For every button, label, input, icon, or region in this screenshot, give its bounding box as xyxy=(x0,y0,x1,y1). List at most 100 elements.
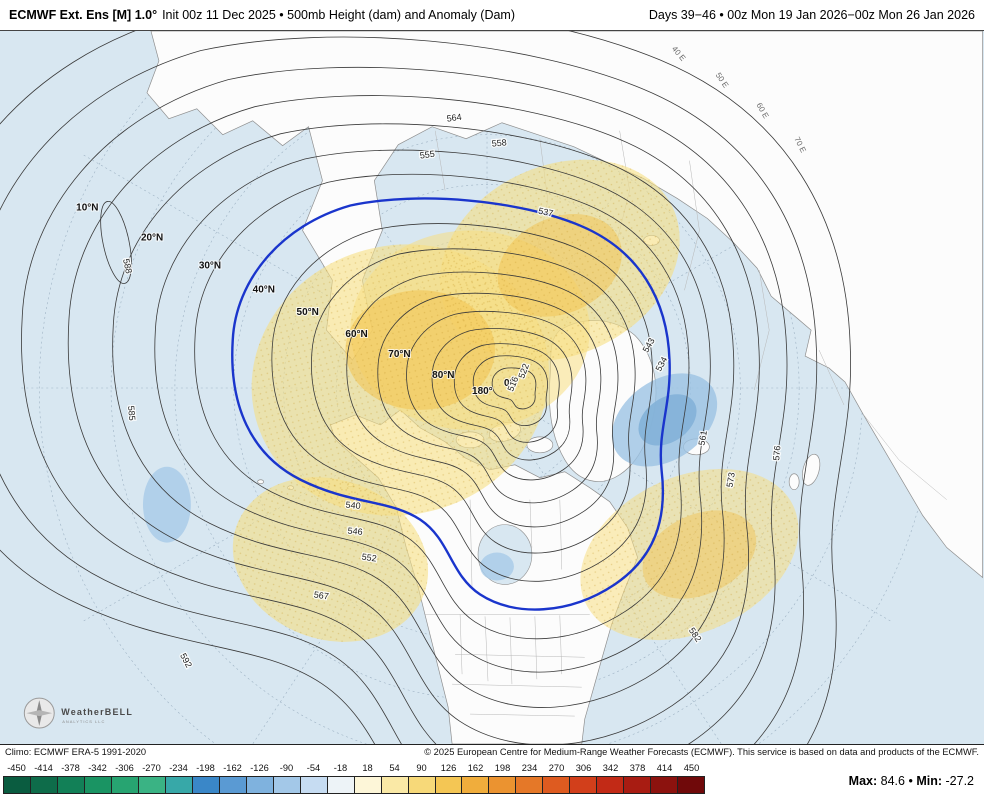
colorbar-tick: 378 xyxy=(629,763,646,773)
min-value: -27.2 xyxy=(945,774,975,788)
lat-labels-item: 60°N xyxy=(345,329,367,340)
colorbar-tick: -126 xyxy=(250,763,269,773)
contour-labels-item: 552 xyxy=(361,552,377,564)
anomaly-stipple xyxy=(580,468,799,641)
colorbar-tick: 234 xyxy=(521,763,538,773)
colorbar-cell xyxy=(651,777,679,793)
lat-labels-item: 40°N xyxy=(253,284,275,295)
colorbar-tick: 126 xyxy=(440,763,457,773)
arctic-island xyxy=(526,436,554,454)
colorbar-cell xyxy=(84,777,112,793)
lat-labels-item: 80°N xyxy=(432,370,454,381)
logo-subtext: ANALYTICS LLC xyxy=(62,719,105,724)
colorbar-tick: -342 xyxy=(88,763,107,773)
colorbar-cell xyxy=(165,777,193,793)
colorbar-tick: 18 xyxy=(362,763,373,773)
colorbar-tick: 342 xyxy=(602,763,619,773)
min-label: Min: xyxy=(916,774,943,788)
contour-labels-item: 585 xyxy=(126,405,137,421)
colorbar-cell xyxy=(246,777,274,793)
lat-labels-item: 20°N xyxy=(141,232,163,243)
valid-range: Days 39−46 • 00z Mon 19 Jan 2026−00z Mon… xyxy=(648,8,975,22)
negative-anomaly-core xyxy=(638,394,697,446)
contour-labels-item: 537 xyxy=(537,206,554,219)
colorbar-tick: 54 xyxy=(389,763,400,773)
colorbar-tick: -450 xyxy=(7,763,26,773)
colorbar-tick: 450 xyxy=(683,763,700,773)
colorbar-cell xyxy=(300,777,328,793)
lat-labels-item: 50°N xyxy=(297,307,319,318)
contour-labels-item: 546 xyxy=(347,526,363,537)
colorbar-tick: -306 xyxy=(115,763,134,773)
colorbar-strip xyxy=(3,776,705,794)
maxmin-separator: • xyxy=(908,774,913,788)
closed-contour-588 xyxy=(100,200,132,284)
contour-labels-item: 567 xyxy=(313,589,329,601)
climo-note: Climo: ECMWF ERA-5 1991-2020 xyxy=(5,747,147,757)
map-title: ECMWF Ext. Ens [M] 1.0° Init 00z 11 Dec 2… xyxy=(9,8,515,22)
contour-labels-item: 561 xyxy=(697,430,709,446)
lat-labels-item: 70°N xyxy=(388,349,410,360)
colorbar-cell xyxy=(4,777,31,793)
colorbar-cell xyxy=(327,777,355,793)
aleutian-island xyxy=(257,479,264,485)
contour-labels-item: 588 xyxy=(121,258,134,275)
colorbar-cell xyxy=(516,777,544,793)
colorbar-tick: 90 xyxy=(416,763,427,773)
colorbar-cell xyxy=(138,777,166,793)
colorbar-cell xyxy=(111,777,139,793)
ireland xyxy=(788,473,800,491)
compass-cross-icon xyxy=(26,710,53,717)
colorbar-tick: -270 xyxy=(142,763,161,773)
colorbar-tick: -198 xyxy=(196,763,215,773)
colorbar-cell xyxy=(678,777,705,793)
colorbar-tick: 270 xyxy=(548,763,565,773)
colorbar-tick: 198 xyxy=(494,763,511,773)
logo-text: WeatherBELL xyxy=(61,707,133,717)
eurasia-landmass xyxy=(146,31,983,579)
max-label: Max: xyxy=(848,774,878,788)
max-min-readout: Max: 84.6 • Min: -27.2 xyxy=(849,774,974,788)
colorbar-cell xyxy=(30,777,58,793)
colorbar-ticks: -450 -414 -378 -342 -306 -270 -234 -198 -162 -126… xyxy=(3,763,705,776)
lat-labels-item: 10°N xyxy=(76,202,98,213)
colorbar-cell xyxy=(435,777,463,793)
latitude-labels: 10°N 20°N 30°N 40°N 50°N 60°N 70°N 80°N 180° 0° xyxy=(75,201,514,397)
colorbar-tick: -90 xyxy=(279,763,294,773)
negative-anomaly xyxy=(480,552,514,581)
colorbar-tick: -54 xyxy=(306,763,321,773)
contour-labels-item: 564 xyxy=(446,112,462,124)
colorbar-cell xyxy=(543,777,571,793)
colorbar-tick: -378 xyxy=(61,763,80,773)
negative-anomaly xyxy=(142,466,191,543)
lat-labels-item: 30°N xyxy=(199,260,221,271)
model-name: ECMWF Ext. Ens [M] 1.0° xyxy=(9,8,158,22)
colorbar-cell xyxy=(273,777,301,793)
colorbar-tick: 414 xyxy=(656,763,673,773)
copyright-note: © 2025 European Centre for Medium-Range … xyxy=(424,747,979,757)
contour-value-labels: 5645585555375885855925675525465405825735… xyxy=(120,110,784,670)
colorbar-cell xyxy=(381,777,409,793)
header: ECMWF Ext. Ens [M] 1.0° Init 00z 11 Dec 2… xyxy=(0,0,984,30)
contour-labels-item: 573 xyxy=(724,472,736,488)
anomaly-stipple xyxy=(232,477,429,642)
colorbar-cell xyxy=(570,777,598,793)
colorbar-cell xyxy=(192,777,220,793)
contour-labels-item: 540 xyxy=(345,500,361,511)
colorbar-cell xyxy=(354,777,382,793)
lat-labels-item: 0° xyxy=(504,378,514,389)
colorbar-tick: -18 xyxy=(333,763,348,773)
colorbar-tick: -414 xyxy=(34,763,53,773)
init-and-variable: Init 00z 11 Dec 2025 • 500mb Height (dam… xyxy=(162,8,516,22)
map: 10°N 20°N 30°N 40°N 50°N 60°N 70°N 80°N 180° 0° 4… xyxy=(0,30,984,745)
colorbar-tick: -162 xyxy=(223,763,242,773)
colorbar-tick: -234 xyxy=(169,763,188,773)
attribution-row: Climo: ECMWF ERA-5 1991-2020 © 2025 Euro… xyxy=(0,747,984,757)
contour-labels-item: 558 xyxy=(491,137,507,148)
colorbar-cell xyxy=(408,777,436,793)
colorbar-cell xyxy=(462,777,490,793)
colorbar-tick: 306 xyxy=(575,763,592,773)
colorbar-cell xyxy=(597,777,625,793)
lat-labels-item: 180° xyxy=(472,386,493,397)
